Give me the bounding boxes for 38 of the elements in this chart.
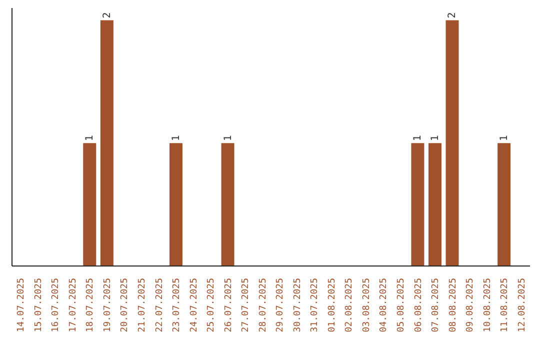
- x-tick-label: 02.08.2025: [344, 278, 355, 332]
- x-tick-label: 22.07.2025: [154, 278, 165, 332]
- x-tick-label: 03.08.2025: [362, 278, 372, 332]
- x-tick-label: 30.07.2025: [292, 278, 303, 332]
- x-tick-label: 31.07.2025: [310, 278, 320, 332]
- x-tick-label: 07.08.2025: [431, 278, 442, 332]
- x-tick-label: 05.08.2025: [396, 278, 406, 332]
- x-tick-label: 06.08.2025: [414, 278, 424, 332]
- x-tick-label: 23.07.2025: [172, 278, 182, 332]
- data-label: 1: [499, 135, 510, 142]
- x-tick-label: 29.07.2025: [276, 278, 286, 332]
- x-tick-label: 20.07.2025: [120, 278, 130, 332]
- x-tick-label: 16.07.2025: [51, 278, 62, 332]
- x-tick-label: 21.07.2025: [138, 278, 148, 332]
- x-tick-label: 18.07.2025: [86, 278, 96, 332]
- x-tick-label: 26.07.2025: [224, 278, 234, 332]
- x-tick-label: 19.07.2025: [102, 278, 113, 332]
- x-tick-label: 12.08.2025: [517, 278, 528, 332]
- data-label: 1: [222, 135, 234, 142]
- x-tick-label: 25.07.2025: [206, 278, 217, 332]
- data-label: 2: [447, 12, 458, 18]
- x-tick-label: 01.08.2025: [327, 278, 338, 332]
- x-tick-label: 17.07.2025: [68, 278, 78, 332]
- data-label: 1: [430, 135, 441, 142]
- x-tick-label: 28.07.2025: [258, 278, 268, 332]
- x-tick-label: 24.07.2025: [189, 278, 200, 332]
- data-label: 1: [84, 135, 96, 142]
- data-label: 2: [102, 12, 113, 18]
- x-tick-label: 04.08.2025: [379, 278, 390, 332]
- x-tick-label: 27.07.2025: [241, 278, 252, 332]
- data-label: 1: [170, 135, 182, 142]
- x-tick-label: 09.08.2025: [466, 278, 476, 332]
- x-tick-label: 08.08.2025: [448, 278, 458, 332]
- x-tick-label: 11.08.2025: [500, 278, 510, 332]
- x-tick-label: 15.07.2025: [34, 278, 44, 332]
- x-tick-label: 14.07.2025: [16, 278, 27, 332]
- data-label: 1: [412, 135, 424, 142]
- x-tick-label: 10.08.2025: [482, 278, 493, 332]
